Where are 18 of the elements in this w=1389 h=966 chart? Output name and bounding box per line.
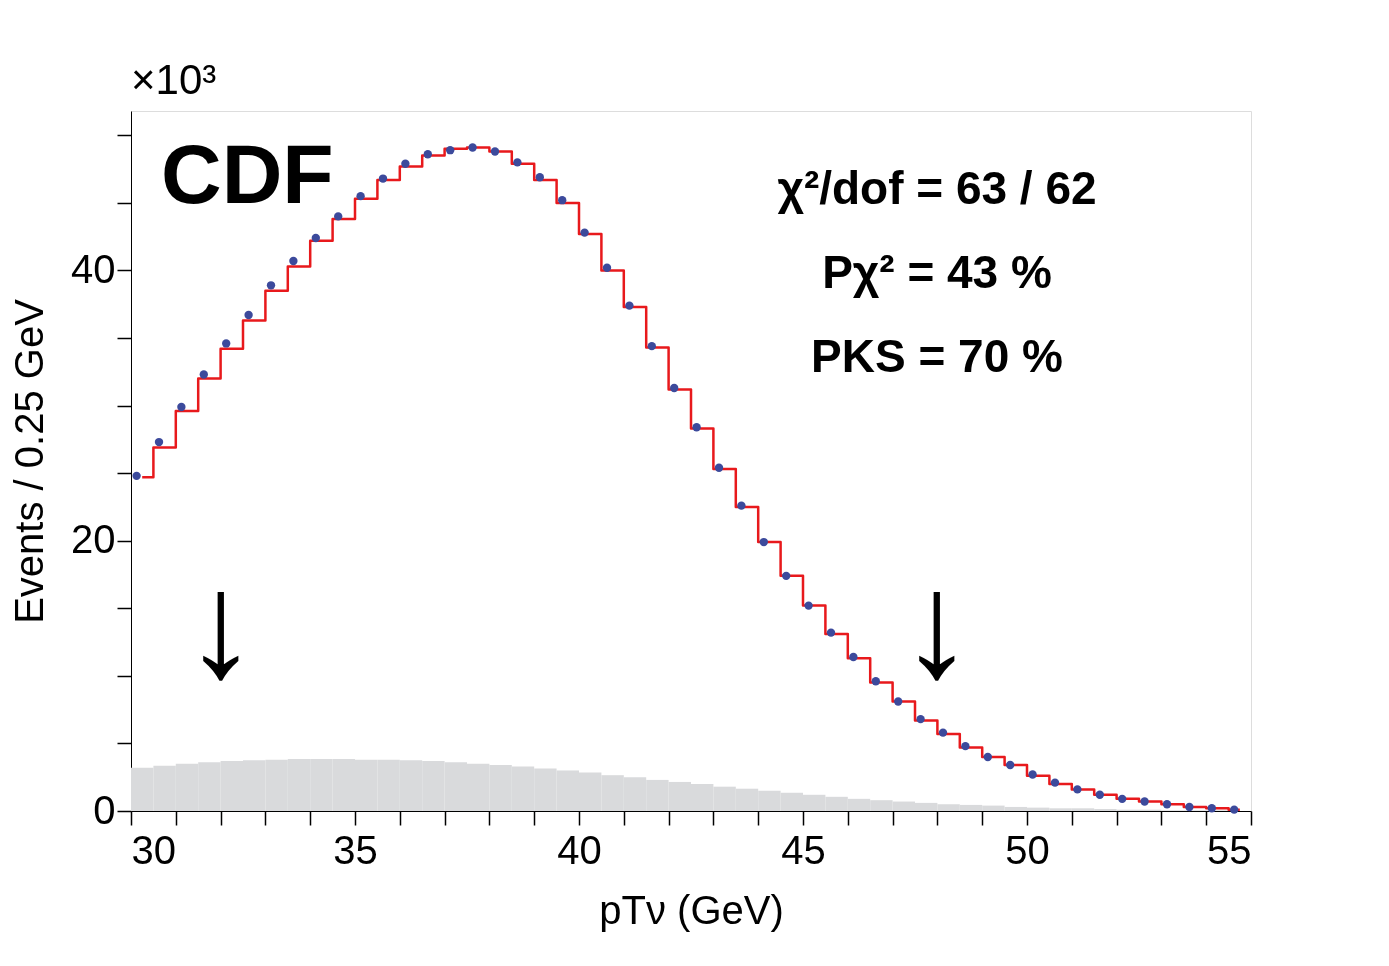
annotation: ↓ [899, 540, 975, 708]
y-tick-label: 0 [93, 787, 116, 832]
x-tick-label: 55 [1207, 827, 1252, 872]
y-axis-title: Events / 0.25 GeV [7, 298, 52, 624]
y-tick-label: 20 [71, 517, 116, 562]
annotation: Pχ² = 43 % [822, 246, 1052, 298]
x-tick-label: 40 [557, 827, 602, 872]
x-tick-label: 35 [333, 827, 378, 872]
annotation: PKS = 70 % [811, 330, 1063, 382]
x-axis-title: pTν (GeV) [599, 887, 784, 932]
annotation: CDF [161, 127, 334, 221]
x-tick-label: 50 [1005, 827, 1050, 872]
y-tick-label: 40 [71, 246, 116, 291]
annotation: ↓ [183, 540, 259, 708]
annotation: χ²/dof = 63 / 62 [777, 162, 1097, 214]
text: ×10³ [131, 56, 217, 103]
x-tick-label: 30 [131, 827, 176, 872]
x-tick-label: 45 [781, 827, 826, 872]
